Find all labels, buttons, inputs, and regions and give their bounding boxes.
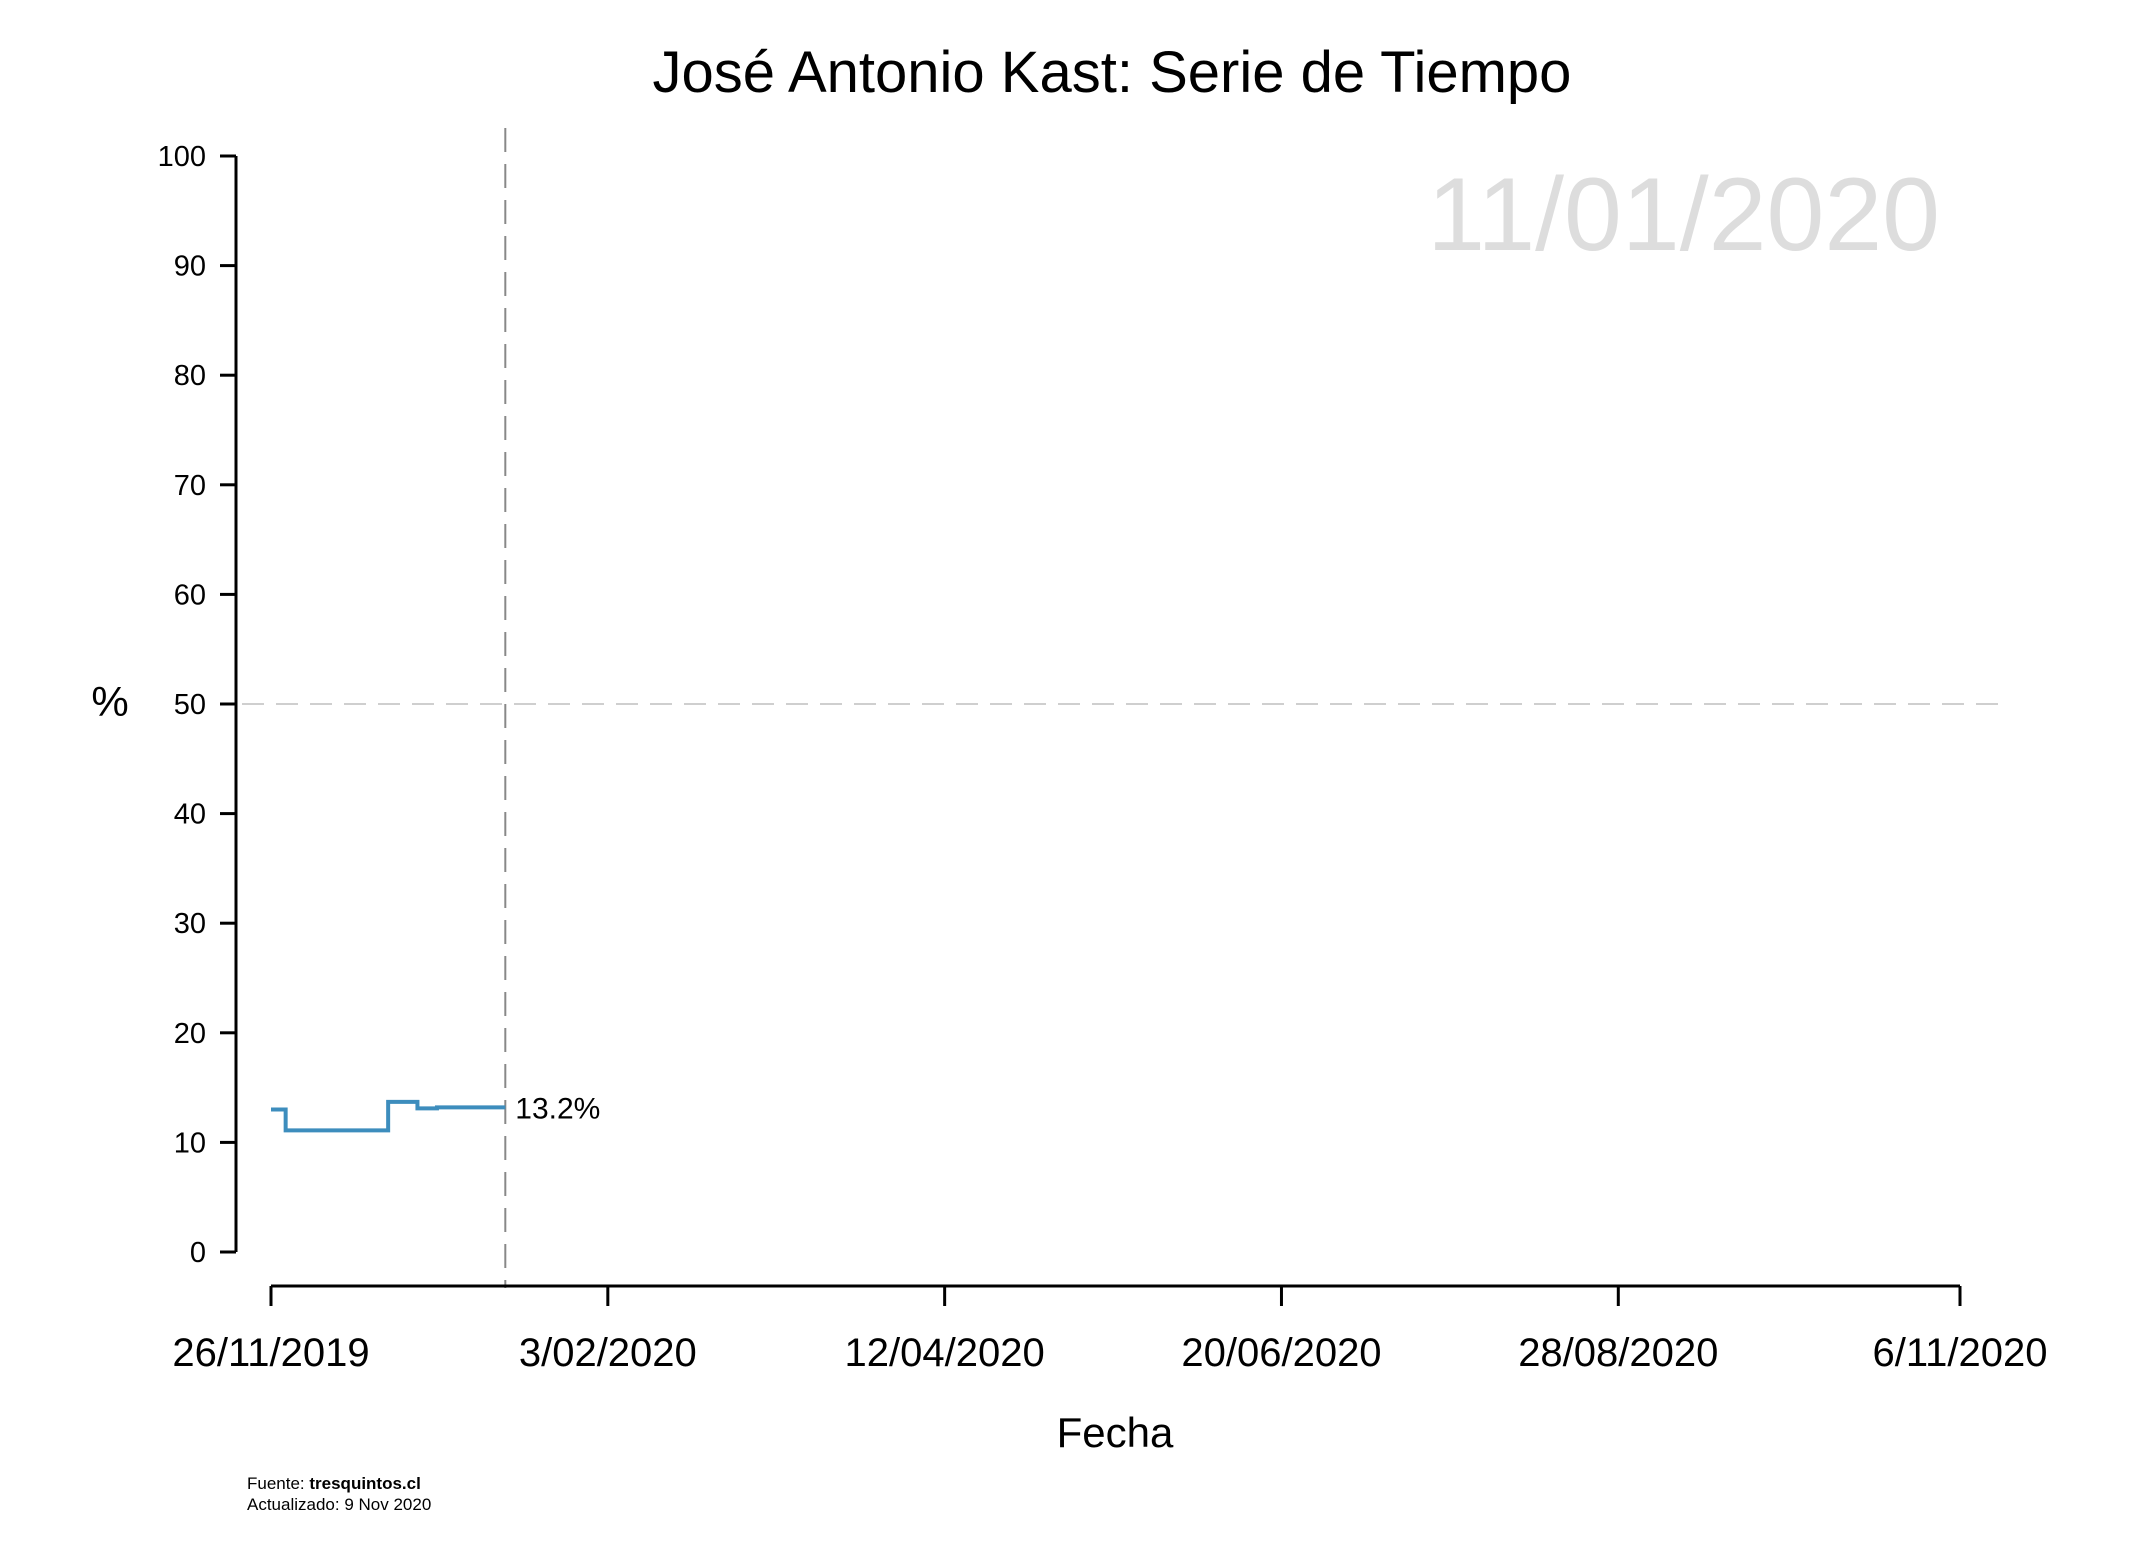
y-tick-label: 50	[174, 689, 206, 721]
y-tick-label: 30	[174, 908, 206, 940]
y-tick-label: 100	[158, 141, 206, 173]
footer-source: Fuente: tresquintos.cl	[247, 1473, 431, 1494]
x-tick-label: 26/11/2019	[172, 1331, 369, 1375]
x-tick-label: 28/08/2020	[1518, 1331, 1718, 1375]
grid-layer	[242, 128, 2000, 1288]
y-tick-label: 20	[174, 1018, 206, 1050]
series-end-label: 13.2%	[515, 1092, 600, 1125]
x-axis-label: Fecha	[1057, 1409, 1174, 1456]
x-tick-label: 12/04/2020	[845, 1331, 1045, 1375]
footer-updated: Actualizado: 9 Nov 2020	[247, 1495, 432, 1514]
y-tick-label: 70	[174, 470, 206, 502]
footer-source-name: tresquintos.cl	[309, 1474, 421, 1493]
y-axis-label: %	[91, 678, 128, 725]
series-line	[271, 1099, 506, 1133]
x-tick-label: 6/11/2020	[1873, 1331, 2048, 1375]
current-date-watermark: 11/01/2020	[1427, 157, 1940, 273]
footer-source-prefix: Fuente:	[247, 1474, 310, 1493]
y-tick-label: 90	[174, 251, 206, 283]
y-tick-label: 0	[190, 1237, 206, 1269]
y-tick-label: 10	[174, 1127, 206, 1159]
x-axis: 26/11/2019 3/02/2020 12/04/2020 20/06/2020 2…	[172, 1284, 2048, 1375]
y-tick-label: 40	[174, 799, 206, 831]
series-layer: 13.2%	[271, 1092, 600, 1133]
y-tick-label: 60	[174, 579, 206, 611]
x-tick-label: 20/06/2020	[1181, 1331, 1381, 1375]
y-axis: 0 10 20 30 40 50 60 70 80 90 100	[158, 141, 238, 1269]
footer: Fuente: tresquintos.cl Actualizado: 9 No…	[247, 1473, 431, 1515]
x-tick-label: 3/02/2020	[519, 1331, 697, 1375]
y-tick-label: 80	[174, 360, 206, 392]
chart-title: José Antonio Kast: Serie de Tiempo	[653, 40, 1572, 105]
